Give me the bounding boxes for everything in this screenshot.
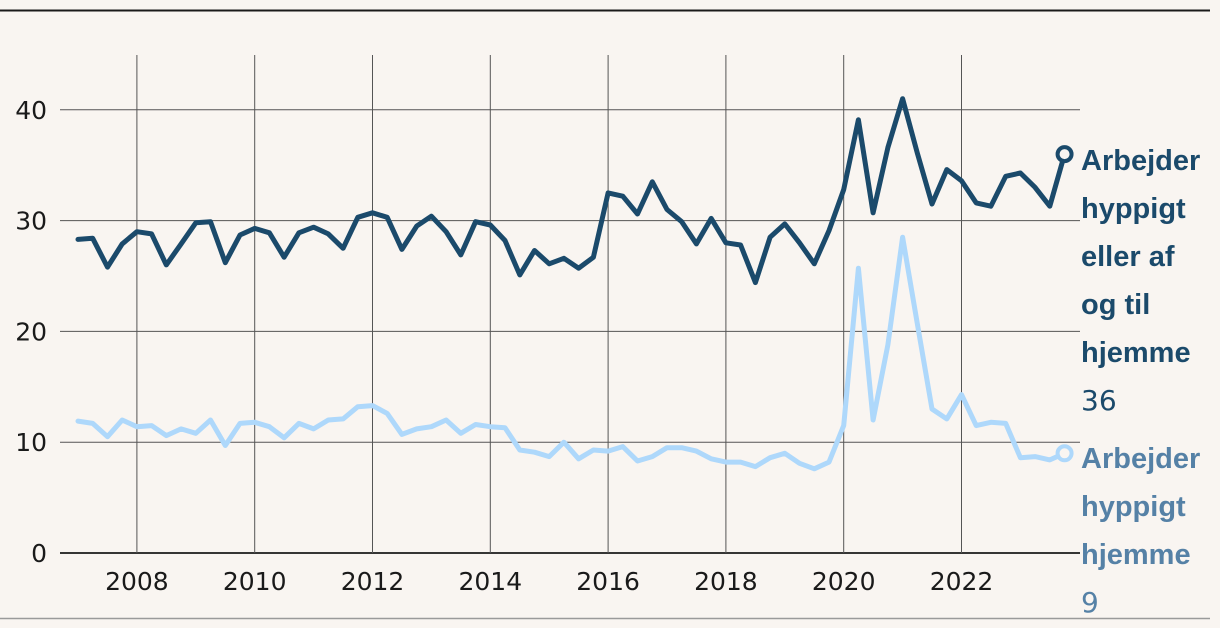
series-lines: [75, 96, 1074, 472]
series-label-line: Arbejder: [1081, 145, 1200, 177]
series-end-value: 9: [1081, 586, 1099, 619]
x-tick-label: 2022: [930, 567, 994, 596]
x-tick-label: 2014: [458, 567, 522, 596]
series-end-marker-1: [1055, 145, 1074, 164]
series-label-line: Arbejder: [1081, 443, 1200, 475]
x-tick-label: 2010: [223, 567, 287, 596]
x-tick-label: 2016: [576, 567, 640, 596]
series-label-line: hjemme: [1081, 539, 1191, 571]
series-end-value: 36: [1081, 384, 1117, 417]
series-label-line: hyppigt: [1081, 193, 1186, 225]
y-tick-label: 10: [15, 428, 47, 457]
y-tick-label: 0: [31, 539, 47, 568]
x-tick-label: 2012: [341, 567, 405, 596]
end-labels: Arbejder hyppigt eller af og til hjemme 36 Arb…: [1081, 145, 1200, 619]
axis-labels: 0 10 20 30 40 2008 2010 2012 2014 2016 2018 2020 202…: [15, 96, 993, 596]
series-end-marker-2: [1055, 444, 1074, 463]
y-tick-label: 20: [15, 317, 47, 346]
x-tick-label: 2008: [105, 567, 169, 596]
series-label-line: hyppigt: [1081, 491, 1186, 523]
y-tick-label: 30: [15, 207, 47, 236]
series-label-line: og til: [1081, 289, 1150, 321]
series-label-line: eller af: [1081, 241, 1175, 273]
series-line-2: [75, 234, 1068, 472]
series-label-line: hjemme: [1081, 337, 1191, 369]
series-line-1: [75, 96, 1068, 286]
y-tick-label: 40: [15, 96, 47, 125]
x-tick-label: 2018: [694, 567, 758, 596]
x-tick-label: 2020: [812, 567, 876, 596]
gridlines: [60, 55, 1080, 554]
